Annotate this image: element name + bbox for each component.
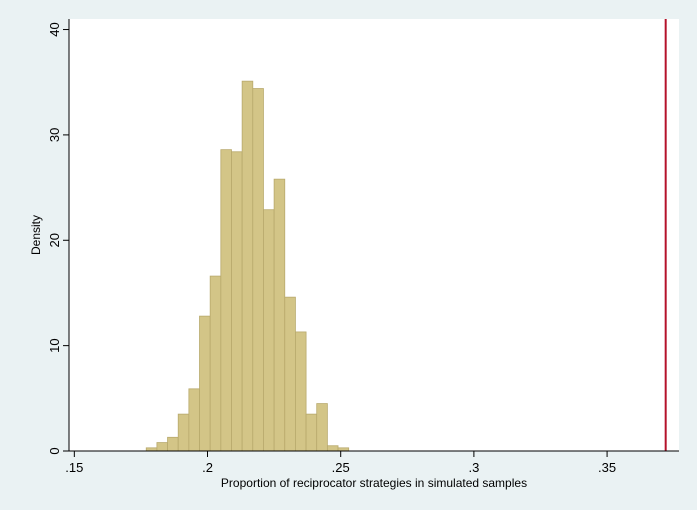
y-axis-ticks: 0 10 20 30 40 xyxy=(47,22,69,455)
x-tick-label: .15 xyxy=(65,460,83,475)
histogram-bars xyxy=(145,80,350,452)
x-tick-label: .35 xyxy=(598,460,616,475)
histogram-bar xyxy=(273,178,286,452)
histogram-bar xyxy=(188,388,200,452)
histogram-bar xyxy=(263,209,275,452)
y-tick-label: 0 xyxy=(47,447,62,454)
x-axis-title: Proportion of reciprocator strategies in… xyxy=(221,476,527,490)
x-tick-label: .2 xyxy=(202,460,213,475)
y-tick-label: 30 xyxy=(47,128,62,142)
x-axis-ticks: .15 .2 .25 .3 .35 xyxy=(65,451,616,475)
histogram-bar xyxy=(167,436,179,452)
histogram-bar xyxy=(252,88,264,452)
x-tick-label: .3 xyxy=(468,460,479,475)
histogram-bar xyxy=(231,151,243,452)
histogram-bar xyxy=(295,331,307,452)
histogram-bar xyxy=(220,149,232,452)
histogram-bar xyxy=(326,445,339,452)
histogram-bar xyxy=(316,403,328,452)
plot-area xyxy=(69,19,679,451)
histogram-bar xyxy=(284,296,296,452)
x-tick-label: .25 xyxy=(332,460,350,475)
histogram-bar xyxy=(156,442,168,452)
histogram-bar xyxy=(241,80,254,452)
y-tick-label: 10 xyxy=(47,338,62,352)
y-axis-title: Density xyxy=(29,215,43,255)
histogram-bar xyxy=(209,275,222,452)
histogram-bar xyxy=(305,413,318,452)
y-tick-label: 40 xyxy=(47,22,62,36)
histogram-bar xyxy=(199,315,211,452)
histogram-bar xyxy=(177,413,190,452)
y-tick-label: 20 xyxy=(47,233,62,247)
